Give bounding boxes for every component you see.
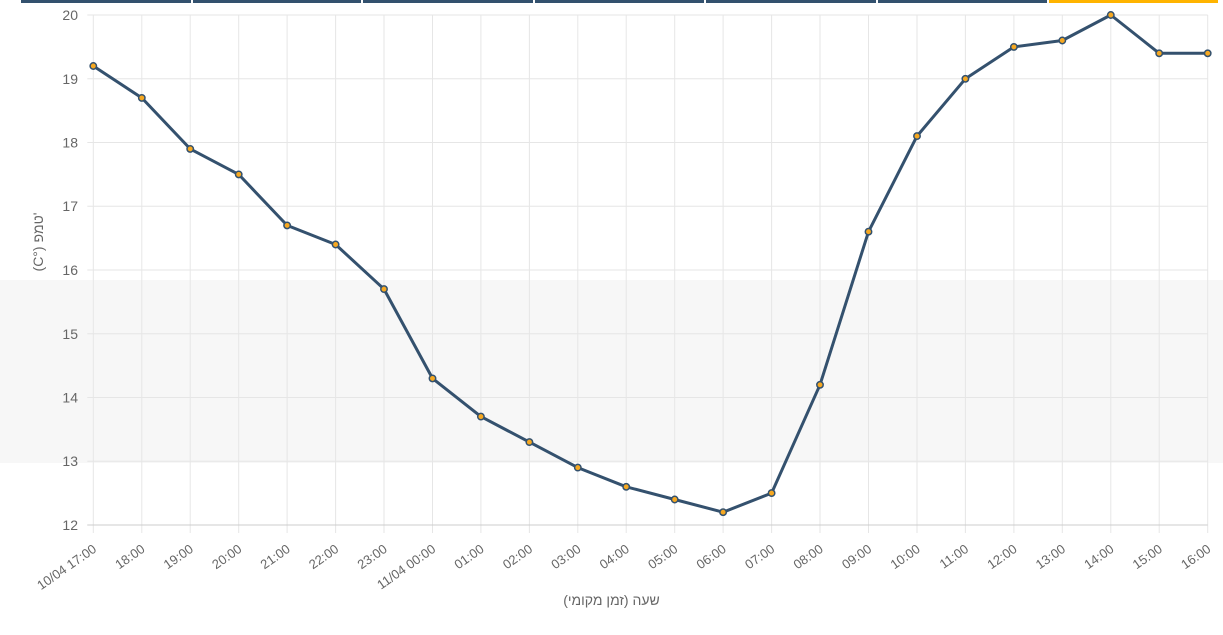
svg-text:14: 14	[62, 390, 78, 406]
svg-text:12: 12	[62, 517, 78, 533]
svg-text:19: 19	[62, 71, 78, 87]
svg-text:15: 15	[62, 326, 78, 342]
svg-text:16: 16	[62, 262, 78, 278]
svg-text:17: 17	[62, 198, 78, 214]
svg-text:18: 18	[62, 135, 78, 151]
svg-text:13: 13	[62, 453, 78, 469]
svg-text:20: 20	[62, 7, 78, 23]
